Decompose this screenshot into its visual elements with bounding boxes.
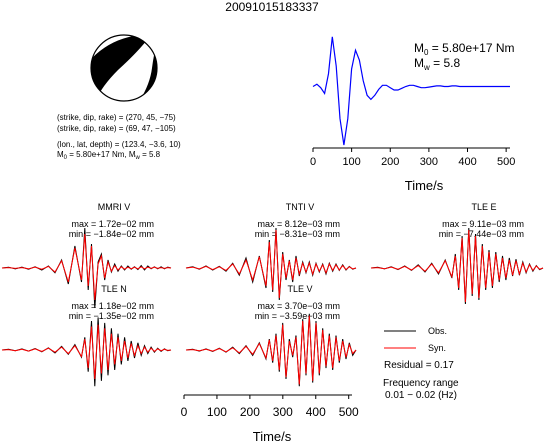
legend: Obs. Syn. Residual = 0.17 Frequency rang…: [383, 326, 459, 401]
moment-rate-m0: M0 = 5.80e+17 Nm: [414, 41, 515, 57]
waveform-xlabel: Time/s: [253, 429, 292, 444]
moment-rate-tick-label: 100: [342, 156, 360, 168]
legend-residual: Residual = 0.17: [384, 360, 454, 371]
trace-min-label: min = −8.31e−03 mm: [255, 229, 340, 239]
trace-station-label: TNTI V: [286, 202, 315, 212]
trace-station-label: TLE V: [287, 284, 312, 294]
mechanism-nodal-plane-1: (strike, dip, rake) = (270, 45, −75): [57, 113, 176, 122]
trace-min-label: min = −1.35e−02 mm: [69, 311, 154, 321]
waveform-tick-label: 200: [240, 405, 260, 419]
moment-rate-curve: [312, 36, 510, 146]
legend-syn-label: Syn.: [428, 343, 446, 353]
trace-synthetic-line: [1, 233, 172, 301]
trace-max-label: max = 1.18e−02 mm: [71, 301, 154, 311]
trace-synthetic-line: [1, 324, 172, 380]
trace-max-label: max = 3.70e−03 mm: [257, 301, 340, 311]
trace-max-label: max = 9.11e−03 mm: [442, 219, 524, 229]
trace-station-label: TLE N: [101, 284, 127, 294]
moment-rate-mw: Mw = 5.8: [414, 56, 460, 72]
waveform-axis: 0 100 200 300 400 500 Time/s: [181, 394, 359, 444]
figure-title: 20091015183337: [225, 0, 319, 14]
moment-rate-ticks: 0 100 200 300 400 500: [310, 148, 515, 168]
moment-rate-panel: 0 100 200 300 400 500 M0 = 5.80e+17 Nm Mw = 5…: [310, 36, 515, 193]
waveform-ticks: 0 100 200 300 400 500: [181, 395, 359, 419]
trace-station-label: TLE E: [471, 202, 496, 212]
trace-max-label: max = 8.12e−03 mm: [257, 219, 340, 229]
trace-synthetic-line: [185, 229, 357, 299]
moment-rate-tick-label: 500: [497, 156, 515, 168]
mechanism-location: (lon., lat, depth) = (123.4, −3.6, 10): [57, 140, 181, 149]
moment-rate-tick-label: 300: [420, 156, 438, 168]
mechanism-nodal-plane-2: (strike, dip, rake) = (69, 47, −105): [57, 124, 176, 133]
waveform-tick-label: 400: [306, 405, 326, 419]
moment-rate-tick-label: 400: [458, 156, 476, 168]
moment-rate-xlabel: Time/s: [405, 178, 444, 193]
trace-min-label: min = −1.84e−02 mm: [69, 229, 154, 239]
trace-station-label: MMRI V: [98, 202, 131, 212]
trace-min-label: min = −7.44e−03 mm: [439, 229, 524, 239]
trace-synthetic-line: [370, 229, 544, 303]
trace-synthetic-line: [185, 315, 357, 385]
moment-rate-tick-label: 200: [381, 156, 399, 168]
waveform-tick-label: 300: [273, 405, 293, 419]
trace-max-label: max = 1.72e−02 mm: [71, 219, 154, 229]
mechanism-info: (strike, dip, rake) = (270, 45, −75) (st…: [57, 113, 181, 161]
mechanism-moment: M0 = 5.80e+17 Nm, Mw = 5.8: [57, 150, 161, 161]
legend-frequency-value: 0.01 − 0.02 (Hz): [385, 390, 457, 401]
beachball-outline: [90, 34, 158, 102]
moment-rate-tick-label: 0: [310, 156, 316, 168]
waveform-tick-label: 100: [207, 405, 227, 419]
waveform-tick-label: 500: [339, 405, 359, 419]
beachball: [90, 34, 158, 102]
beachball-compression-zone: [91, 36, 150, 100]
legend-frequency-label: Frequency range: [383, 378, 459, 389]
waveform-tick-label: 0: [181, 405, 188, 419]
trace-min-label: min = −3.59e−03 mm: [255, 311, 340, 321]
legend-obs-label: Obs.: [428, 326, 447, 336]
